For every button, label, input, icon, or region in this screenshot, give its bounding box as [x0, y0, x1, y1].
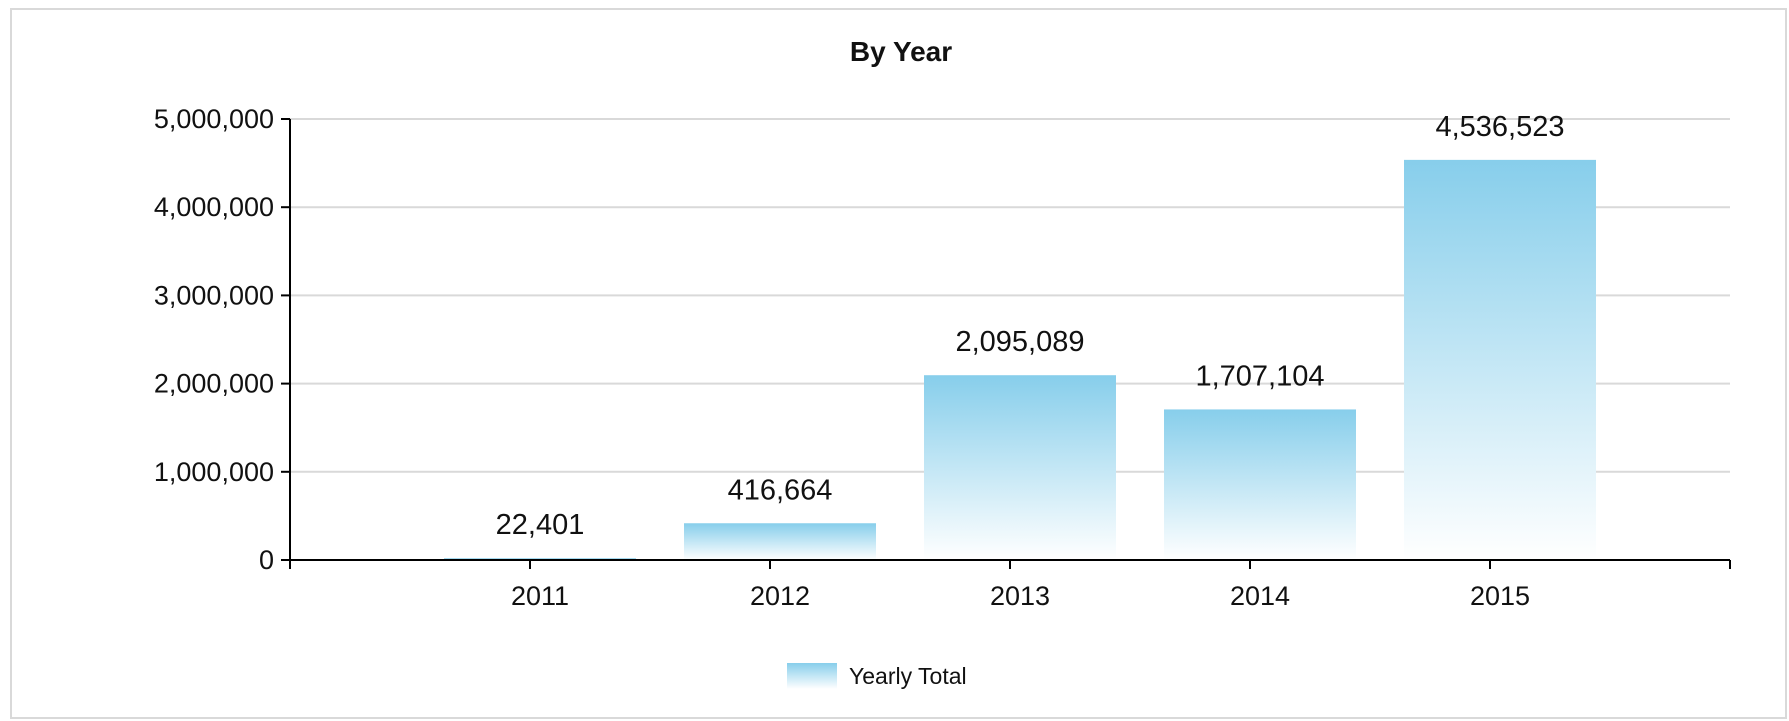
y-tick-label: 5,000,000	[154, 104, 274, 134]
data-label: 416,664	[728, 474, 833, 506]
data-label: 2,095,089	[955, 326, 1084, 358]
bar-2013[interactable]	[924, 375, 1116, 560]
x-tick-label: 2014	[1230, 581, 1290, 611]
legend-label: Yearly Total	[849, 663, 967, 689]
data-label: 1,707,104	[1195, 360, 1324, 392]
y-tick-label: 4,000,000	[154, 192, 274, 222]
chart-title: By Year	[850, 36, 952, 67]
bar-2015[interactable]	[1404, 159, 1596, 561]
y-tick-label: 3,000,000	[154, 280, 274, 310]
x-tick-label: 2011	[511, 581, 569, 611]
data-label: 22,401	[496, 509, 585, 541]
y-tick-label: 1,000,000	[154, 457, 274, 487]
data-labels: 22,401 416,664 2,095,089 1,707,104 4,536,523	[496, 111, 1565, 541]
y-tick-label: 2,000,000	[154, 369, 274, 399]
data-label: 4,536,523	[1435, 111, 1564, 143]
x-tick-label: 2013	[990, 581, 1050, 611]
bar-2012[interactable]	[684, 523, 876, 560]
y-tick-label: 0	[259, 545, 274, 575]
x-tick-label: 2015	[1470, 581, 1530, 611]
x-tick-label: 2012	[750, 581, 810, 611]
axes: 0 1,000,000 2,000,000 3,000,000 4,000,000 5,0…	[154, 104, 1731, 611]
legend-swatch	[787, 663, 837, 689]
bar-2014[interactable]	[1164, 409, 1356, 560]
legend[interactable]: Yearly Total	[787, 663, 967, 689]
bars	[444, 159, 1596, 561]
